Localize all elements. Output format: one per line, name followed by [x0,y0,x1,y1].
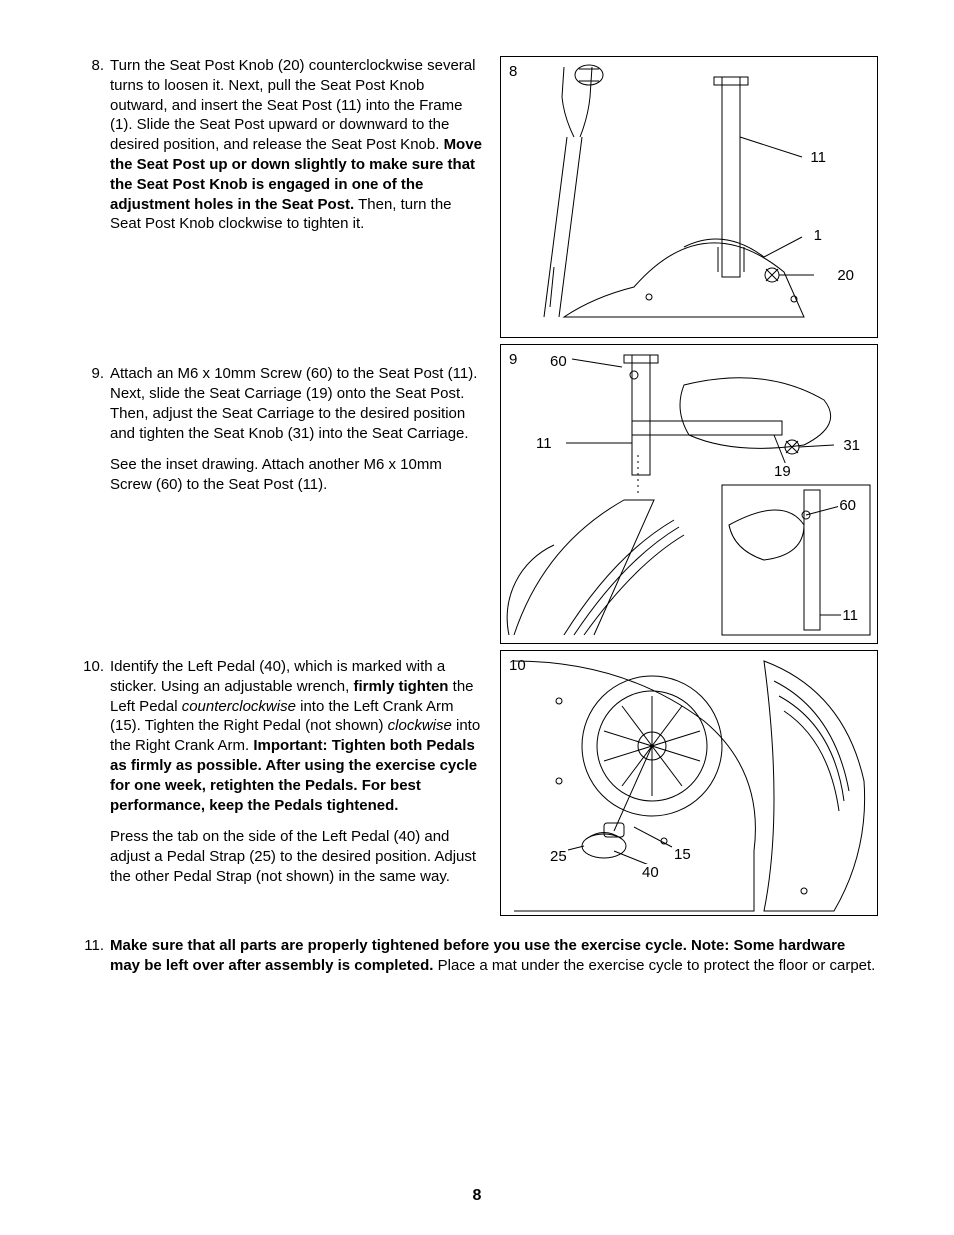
figures-column: 8 [500,56,878,916]
step-body: Identify the Left Pedal (40), which is m… [110,657,486,899]
page-number: 8 [0,1187,954,1205]
callout-40: 40 [641,864,660,881]
manual-page: 8. Turn the Seat Post Knob (20) counterc… [0,0,954,1235]
figure-10-drawing [501,651,877,915]
figure-8: 8 [500,56,878,338]
callout-11: 11 [535,435,553,452]
text-run-italic: counterclockwise [182,698,296,715]
callout-31: 31 [842,437,861,454]
instructions-column: 8. Turn the Seat Post Knob (20) counterc… [76,56,486,916]
step-number: 8. [76,56,110,246]
figure-number: 9 [509,351,517,368]
callout-11: 11 [841,607,859,624]
step-10-p2: Press the tab on the side of the Left Pe… [110,827,486,886]
callout-11: 11 [809,149,827,166]
step-9: 9. Attach an M6 x 10mm Screw (60) to the… [76,364,486,507]
step-number: 10. [76,657,110,899]
figure-number: 8 [509,63,517,80]
spacer [76,246,486,364]
callout-15: 15 [673,846,692,863]
step-9-p1: Attach an M6 x 10mm Screw (60) to the Se… [110,364,486,443]
callout-19: 19 [773,463,792,480]
step-number: 11. [76,936,110,976]
step-9-p2: See the inset drawing. Attach another M6… [110,455,486,495]
two-column-layout: 8. Turn the Seat Post Knob (20) counterc… [76,56,878,916]
figure-10: 10 [500,650,878,916]
step-body: Turn the Seat Post Knob (20) countercloc… [110,56,486,246]
callout-60: 60 [549,353,568,370]
step-body: Attach an M6 x 10mm Screw (60) to the Se… [110,364,486,507]
step-10: 10. Identify the Left Pedal (40), which … [76,657,486,899]
step-11: 11. Make sure that all parts are properl… [76,936,878,976]
step-10-p1: Identify the Left Pedal (40), which is m… [110,657,486,815]
step-8-paragraph: Turn the Seat Post Knob (20) countercloc… [110,56,486,234]
callout-60: 60 [838,497,857,514]
step-number: 9. [76,364,110,507]
step-body: Make sure that all parts are properly ti… [110,936,878,976]
step-8: 8. Turn the Seat Post Knob (20) counterc… [76,56,486,246]
spacer [76,507,486,657]
figure-9: 9 [500,344,878,644]
text-run: Place a mat under the exercise cycle to … [433,957,875,974]
figure-9-drawing [501,345,877,643]
figure-number: 10 [509,657,526,674]
callout-25: 25 [549,848,568,865]
callout-20: 20 [836,267,855,284]
text-run: Turn the Seat Post Knob (20) countercloc… [110,57,475,153]
text-run-italic: clockwise [388,717,452,734]
callout-1: 1 [813,227,823,244]
text-run-bold: firmly tighten [353,678,448,695]
figure-8-drawing [501,57,877,337]
